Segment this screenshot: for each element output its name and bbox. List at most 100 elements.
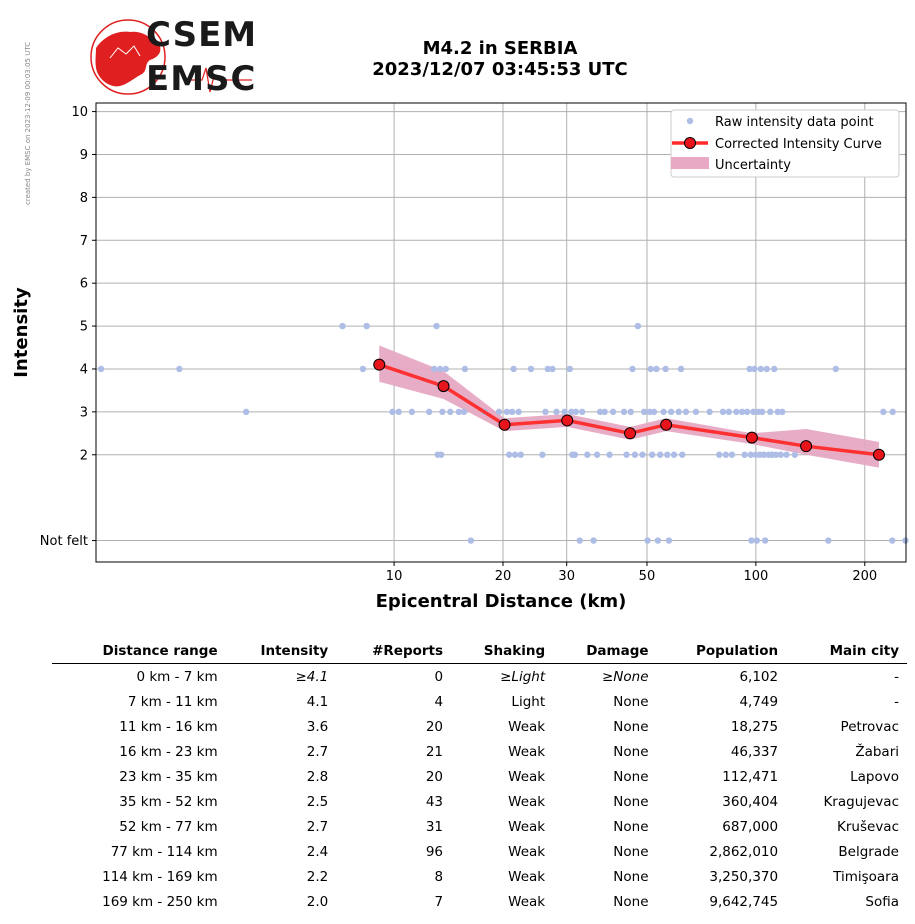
cell-damage: ≥None [601, 668, 649, 685]
raw-data-point [571, 451, 579, 458]
y-axis-label: Intensity [11, 287, 32, 378]
column-header: #Reports [336, 641, 452, 664]
raw-data-point [395, 408, 402, 416]
table-header-row: Distance range Intensity #Reports Shaking Da… [52, 641, 907, 664]
raw-data-point [647, 365, 654, 373]
column-header: Population [656, 641, 787, 664]
cell-damage: None [613, 768, 649, 785]
cell-reports: 8 [434, 868, 444, 885]
raw-data-point [584, 451, 591, 458]
raw-data-point [832, 365, 839, 373]
raw-data-point [176, 365, 183, 373]
raw-data-point [660, 408, 667, 416]
x-tick-label: 50 [639, 569, 656, 584]
cell-range: 16 km - 23 km [119, 743, 218, 760]
raw-data-point [746, 365, 753, 373]
cell-reports: 7 [434, 893, 444, 910]
y-tick-label: 2 [80, 448, 88, 463]
cell-population: 46,337 [730, 743, 779, 760]
raw-data-point [544, 365, 551, 373]
raw-data-point [750, 408, 757, 416]
cell-city: Timişoara [833, 868, 899, 885]
cell-city: Kragujevac [823, 793, 899, 810]
corrected-intensity-marker [745, 431, 758, 444]
y-tick-label: 3 [80, 405, 88, 420]
legend-curve-label: Corrected Intensity Curve [715, 137, 882, 152]
y-tick-label: 8 [80, 191, 88, 206]
table-row: 169 km - 250 km 2.0 7 Weak None 9,642,745 Sofi… [52, 889, 907, 914]
cell-reports: 20 [425, 768, 444, 785]
cell-shaking: Weak [508, 818, 546, 835]
corrected-intensity-marker [872, 448, 885, 461]
raw-data-point [629, 365, 636, 373]
raw-data-point [542, 408, 549, 416]
raw-data-point [389, 408, 396, 416]
cell-reports: 21 [425, 743, 444, 760]
raw-data-point [657, 451, 664, 458]
raw-data-point [461, 365, 469, 373]
raw-data-point [601, 408, 608, 416]
raw-data-point [679, 451, 686, 458]
raw-data-point [670, 451, 678, 458]
cell-population: 6,102 [739, 668, 779, 685]
legend-curve-marker [684, 137, 696, 149]
cell-reports: 43 [425, 793, 444, 810]
cell-intensity: ≥4.1 [295, 668, 329, 685]
raw-data-point [825, 537, 832, 544]
cell-intensity: 2.5 [306, 793, 329, 810]
raw-data-point [436, 365, 444, 373]
raw-data-point [791, 451, 798, 458]
raw-data-point [561, 408, 568, 416]
raw-data-point [495, 408, 503, 416]
cell-damage: None [613, 868, 649, 885]
cell-damage: None [613, 793, 649, 810]
raw-data-point [433, 322, 440, 330]
raw-data-point [620, 408, 628, 416]
cell-intensity: 2.8 [306, 768, 329, 785]
cell-city: Petrovac [840, 718, 899, 735]
raw-data-point [771, 365, 778, 373]
cell-shaking: Weak [508, 843, 546, 860]
cell-city: Belgrade [838, 843, 899, 860]
cell-shaking: Weak [508, 793, 546, 810]
corrected-intensity-marker [498, 418, 511, 431]
raw-data-point [653, 365, 660, 373]
raw-data-point [650, 408, 658, 416]
raw-data-point [634, 322, 642, 330]
legend-band-swatch [671, 157, 709, 169]
raw-data-point [639, 451, 646, 458]
cell-range: 77 km - 114 km [110, 843, 218, 860]
raw-data-point [511, 451, 519, 458]
cell-shaking: Light [511, 693, 546, 710]
raw-data-point [606, 451, 613, 458]
raw-data-point [675, 408, 682, 416]
cell-intensity: 2.2 [306, 868, 329, 885]
raw-data-point [738, 408, 746, 416]
logo-word-top: CSEM [146, 15, 258, 55]
cell-reports: 31 [425, 818, 444, 835]
raw-data-point [757, 365, 765, 373]
raw-data-point [363, 322, 370, 330]
csem-emsc-logo: CSEM EMSC [90, 15, 258, 96]
cell-intensity: 3.6 [306, 718, 329, 735]
raw-data-point [510, 365, 517, 373]
cell-shaking: Weak [508, 743, 546, 760]
cell-damage: None [613, 893, 649, 910]
cell-reports: 20 [425, 718, 444, 735]
raw-data-point [505, 451, 513, 458]
cell-intensity: 2.7 [306, 743, 329, 760]
globe-logo-icon [90, 19, 252, 95]
cell-city: Kruševac [837, 818, 899, 835]
y-tick-label: 5 [80, 320, 88, 335]
cell-population: 4,749 [739, 693, 779, 710]
raw-data-point [339, 322, 346, 330]
raw-data-point [692, 408, 700, 416]
raw-data-point [748, 537, 755, 544]
raw-data-point [760, 451, 768, 458]
legend-band-label: Uncertainty [715, 158, 791, 173]
x-tick-label: 200 [852, 569, 877, 584]
y-tick-label: 7 [80, 234, 88, 249]
cell-range: 11 km - 16 km [119, 718, 218, 735]
raw-data-point [593, 451, 601, 458]
cell-population: 2,862,010 [709, 843, 779, 860]
